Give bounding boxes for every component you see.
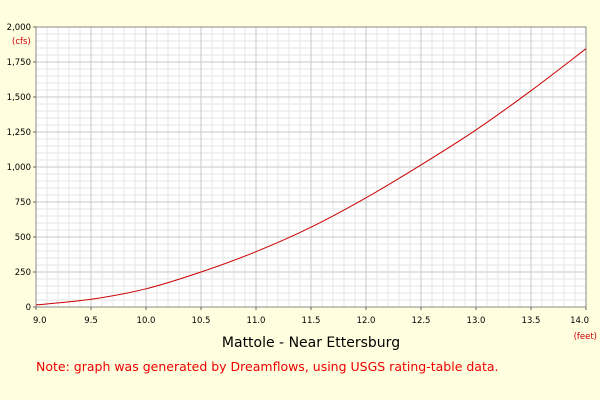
x-tick-label: 10.0	[137, 316, 156, 326]
x-tick-label: 11.0	[247, 316, 266, 326]
x-tick-label: 9.0	[33, 316, 47, 326]
chart-title: Mattole - Near Ettersburg	[222, 335, 400, 351]
y-tick-label: 1,000	[7, 163, 31, 173]
x-tick-label: 9.5	[84, 316, 98, 326]
y-tick-label: 1,750	[7, 58, 31, 68]
series-line	[35, 48, 587, 306]
y-tick-label: 1,500	[7, 93, 31, 103]
x-tick-label: 14.0	[570, 316, 589, 326]
x-tick-label: 10.5	[192, 316, 211, 326]
y-tick-label: 750	[15, 198, 31, 208]
x-tick-label: 12.0	[357, 316, 376, 326]
y-tick-label: 2,000	[7, 23, 31, 33]
y-axis-ticks: 0 250 500 750 1,000 1,250 1,500 1,750 2,000	[7, 23, 36, 313]
y-axis-unit: (cfs)	[12, 37, 31, 47]
x-axis-ticks: 9.0 9.5 10.0 10.5 11.0 11.5 12.0 12.5 13.0 13.5 14…	[33, 307, 589, 326]
x-tick-label: 13.0	[467, 316, 486, 326]
y-tick-label: 1,250	[7, 128, 31, 138]
x-tick-label: 11.5	[302, 316, 321, 326]
y-tick-label: 0	[26, 303, 31, 313]
y-tick-label: 500	[15, 233, 31, 243]
x-tick-label: 12.5	[412, 316, 431, 326]
major-grid	[36, 27, 586, 307]
y-tick-label: 250	[15, 268, 31, 278]
x-tick-label: 13.5	[522, 316, 541, 326]
x-axis-unit: (feet)	[574, 332, 597, 342]
chart-note: Note: graph was generated by Dreamflows,…	[36, 359, 499, 374]
